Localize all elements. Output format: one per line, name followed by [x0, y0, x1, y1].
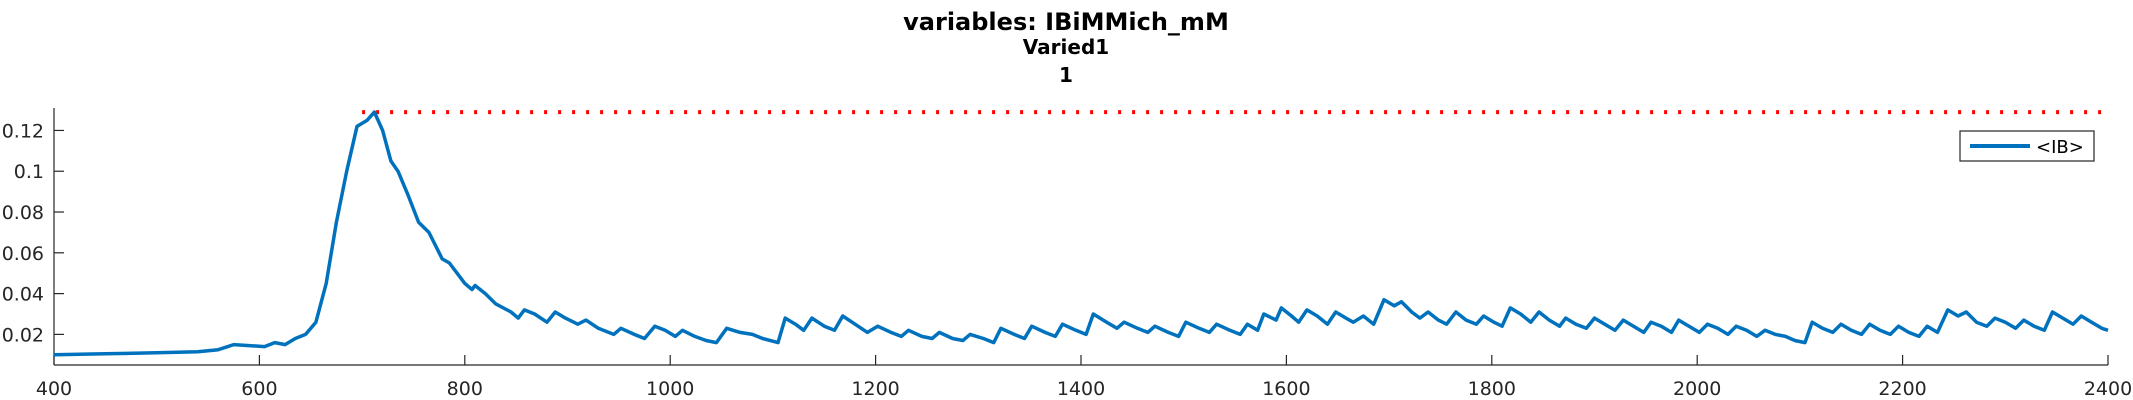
x-tick-label: 2200 [1878, 378, 1926, 400]
x-tick-label: 2000 [1673, 378, 1721, 400]
y-tick-label: 0.04 [2, 284, 44, 306]
chart-subtitle-line-2: 1 [1059, 63, 1073, 87]
y-tick-label: 0.1 [14, 161, 44, 183]
x-tick-label: 1400 [1057, 378, 1105, 400]
chart-title: variables: IBiMMich_mM [903, 8, 1229, 36]
tick-labels: 400 600 800 1000 1200 1400 1600 1800 2000 2200 240… [2, 120, 2132, 400]
y-tick-label: 0.02 [2, 324, 44, 346]
x-tick-label: 1600 [1262, 378, 1310, 400]
y-tick-label: 0.06 [2, 243, 44, 265]
x-tick-label: 1200 [851, 378, 899, 400]
series-line-ib [53, 110, 2109, 357]
series-group [53, 110, 2109, 357]
x-tick-label: 2400 [2084, 378, 2132, 400]
x-tick-label: 1800 [1468, 378, 1516, 400]
y-tick-label: 0.08 [2, 202, 44, 224]
x-tick-label: 600 [241, 378, 277, 400]
x-tick-label: 400 [36, 378, 72, 400]
chart-subtitle-line-1: Varied1 [1023, 35, 1109, 59]
x-tick-label: 1000 [646, 378, 694, 400]
legend: <IB> [1959, 130, 2095, 162]
legend-label: <IB> [2036, 137, 2084, 158]
axes [53, 108, 2108, 366]
x-tick-label: 800 [447, 378, 483, 400]
y-tick-label: 0.12 [2, 120, 44, 142]
